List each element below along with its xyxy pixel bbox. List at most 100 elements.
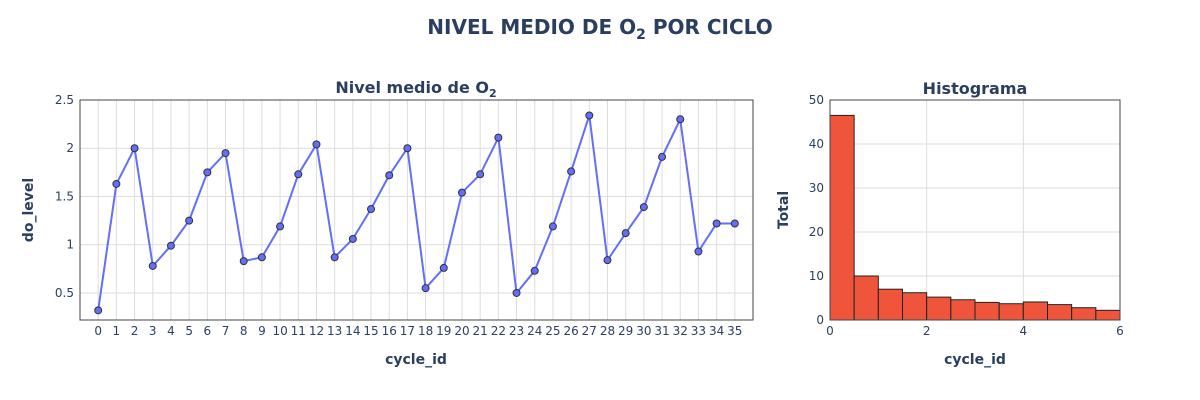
line-chart-point <box>330 253 339 262</box>
histogram-title: Histograma <box>923 79 1028 98</box>
line-chart-x-tick-label: 9 <box>258 324 266 338</box>
line-chart-x-tick-label: 20 <box>454 324 469 338</box>
histogram-xlabel: cycle_id <box>944 352 1006 368</box>
line-chart-x-tick-label: 11 <box>291 324 306 338</box>
line-chart-y-tick-label: 0.5 <box>55 286 74 300</box>
histogram-y-ticks: 0 10 20 30 40 50 <box>809 93 824 327</box>
histogram-bar <box>1022 301 1048 321</box>
line-chart-point <box>512 288 521 297</box>
line-chart-point <box>621 229 630 238</box>
line-chart-x-tick-label: 22 <box>491 324 506 338</box>
line-chart-point <box>712 219 721 228</box>
line-chart-point <box>276 222 285 231</box>
line-chart-x-tick-label: 13 <box>327 324 342 338</box>
line-chart-point <box>439 263 448 272</box>
line-chart-point <box>348 234 357 243</box>
line-chart-title: Nivel medio de O2 <box>335 78 496 100</box>
line-chart-point <box>567 167 576 176</box>
line-chart-x-tick-label: 3 <box>149 324 157 338</box>
histogram-bar <box>853 275 879 321</box>
histogram-bar <box>950 299 976 321</box>
histogram-x-ticks: 0 2 4 6 <box>826 324 1124 338</box>
line-chart-point <box>112 179 121 188</box>
line-chart-point <box>185 216 194 225</box>
histogram-y-tick-label: 30 <box>809 181 824 195</box>
histogram-y-tick-label: 50 <box>809 93 824 107</box>
line-chart-x-tick-label: 8 <box>240 324 248 338</box>
histogram-y-tick-label: 10 <box>809 269 824 283</box>
line-chart-point <box>221 149 230 158</box>
line-chart-point <box>694 247 703 256</box>
line-chart-y-tick-label: 2 <box>66 141 74 155</box>
line-chart-point <box>294 170 303 179</box>
line-chart-y-tick-label: 2.5 <box>55 93 74 107</box>
line-chart-point <box>476 170 485 179</box>
line-chart-y-tick-label: 1.5 <box>55 189 74 203</box>
line-chart-grid <box>80 99 753 320</box>
line-chart-point <box>639 203 648 212</box>
histogram-frame <box>829 99 1121 321</box>
line-chart-x-tick-label: 26 <box>563 324 578 338</box>
line-chart-point <box>494 133 503 142</box>
line-chart-x-tick-label: 17 <box>400 324 415 338</box>
line-chart-x-tick-label: 1 <box>113 324 121 338</box>
line-chart-x-tick-label: 18 <box>418 324 433 338</box>
histogram-bar <box>877 288 903 321</box>
line-chart-x-tick-label: 28 <box>600 324 615 338</box>
line-chart-x-tick-label: 2 <box>131 324 139 338</box>
line-chart-x-tick-label: 35 <box>727 324 742 338</box>
line-chart-x-tick-label: 19 <box>436 324 451 338</box>
line-chart-x-tick-label: 12 <box>309 324 324 338</box>
histogram-ylabel: Total <box>776 191 792 229</box>
line-chart-y-tick-label: 1 <box>66 238 74 252</box>
histogram-panel: Histograma 0 10 20 30 40 50 0 2 4 6 cycle_id Tot… <box>776 79 1124 368</box>
line-chart-point <box>457 188 466 197</box>
histogram-bars <box>829 114 1121 321</box>
line-chart-point <box>257 253 266 262</box>
line-chart-x-ticks: 0 1 2 3 4 5 6 7 8 9 10 11 12 13 14 15 16 17 18 19 20 21 22 23 24… <box>94 324 742 338</box>
line-chart-x-tick-label: 33 <box>691 324 706 338</box>
line-chart-x-tick-label: 14 <box>345 324 360 338</box>
histogram-bar <box>926 296 952 321</box>
histogram-x-tick-label: 4 <box>1020 324 1028 338</box>
histogram-bar <box>829 114 855 321</box>
histogram-x-tick-label: 0 <box>826 324 834 338</box>
line-chart-x-tick-label: 32 <box>673 324 688 338</box>
line-chart-point <box>385 171 394 180</box>
line-chart-point <box>148 261 157 270</box>
line-chart-point <box>166 241 175 250</box>
line-chart-point <box>94 306 103 315</box>
line-chart-x-tick-label: 5 <box>185 324 193 338</box>
line-chart-point <box>730 219 739 228</box>
histogram-bar <box>902 292 928 321</box>
line-chart-point <box>658 152 667 161</box>
histogram-y-tick-label: 20 <box>809 225 824 239</box>
line-chart-x-tick-label: 30 <box>636 324 651 338</box>
line-chart-ylabel: do_level <box>21 178 37 242</box>
histogram-y-tick-label: 0 <box>816 313 824 327</box>
line-chart-point <box>239 257 248 266</box>
line-chart-x-tick-label: 10 <box>272 324 287 338</box>
line-chart-point <box>367 205 376 214</box>
line-chart-x-tick-label: 4 <box>167 324 175 338</box>
main-title: NIVEL MEDIO DE O2 POR CICLO <box>427 15 772 43</box>
line-chart-x-tick-label: 7 <box>222 324 230 338</box>
line-chart-series <box>94 111 739 315</box>
histogram-y-tick-label: 40 <box>809 137 824 151</box>
line-chart-point <box>403 144 412 153</box>
line-chart-x-tick-label: 29 <box>618 324 633 338</box>
line-chart-frame <box>79 99 754 321</box>
line-chart-x-tick-label: 0 <box>94 324 102 338</box>
histogram-bar <box>1095 309 1121 321</box>
line-chart-x-tick-label: 25 <box>545 324 560 338</box>
line-chart-x-tick-label: 27 <box>582 324 597 338</box>
line-chart-x-tick-label: 23 <box>509 324 524 338</box>
line-chart-x-tick-label: 16 <box>382 324 397 338</box>
histogram-bar <box>1047 304 1073 321</box>
line-chart-x-tick-label: 15 <box>363 324 378 338</box>
line-chart-point <box>548 222 557 231</box>
histogram-bar <box>974 301 1000 321</box>
histogram-x-tick-label: 6 <box>1116 324 1124 338</box>
